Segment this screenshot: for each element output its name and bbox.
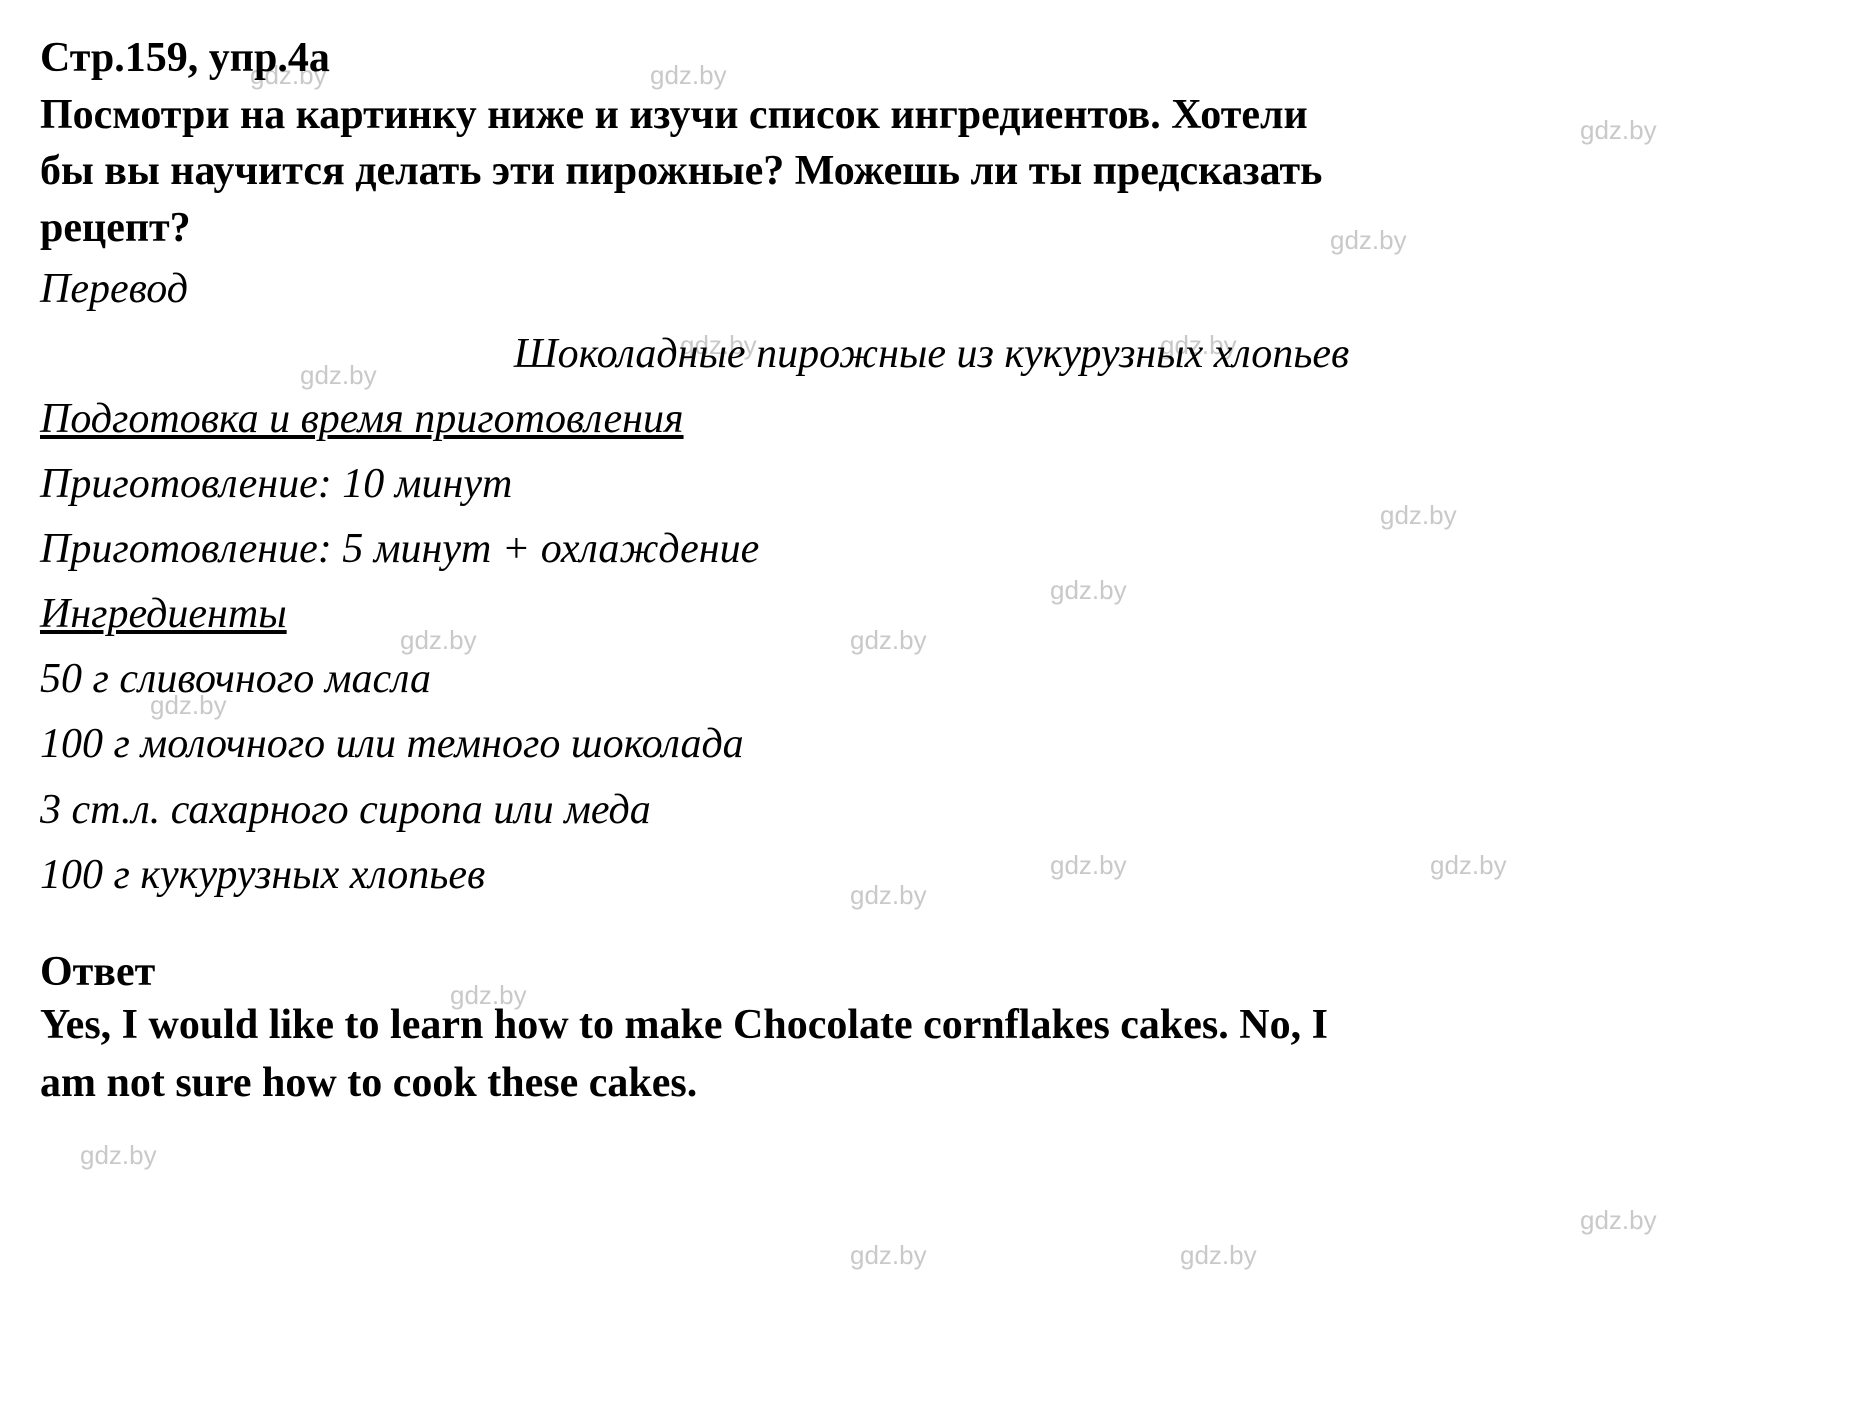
ingredients-heading: Ингредиенты bbox=[40, 582, 1823, 647]
answer-line-2: am not sure how to cook these cakes. bbox=[40, 1054, 1823, 1113]
question-line-2: бы вы научится делать эти пирожные? Може… bbox=[40, 143, 1823, 200]
answer-line-1: Yes, I would like to learn how to make C… bbox=[40, 996, 1823, 1055]
prep-line-1: Приготовление: 10 минут bbox=[40, 452, 1823, 517]
recipe-title: Шоколадные пирожные из кукурузных хлопье… bbox=[220, 322, 1643, 387]
ingredient-2: 100 г молочного или темного шоколада bbox=[40, 712, 1823, 777]
watermark: gdz.by bbox=[80, 1140, 157, 1171]
prep-heading: Подготовка и время приготовления bbox=[40, 387, 1823, 452]
watermark: gdz.by bbox=[1180, 1240, 1257, 1271]
page-title: Стр.159, упр.4a bbox=[40, 30, 1823, 87]
translation-label: Перевод bbox=[40, 257, 1823, 322]
answer-label: Ответ bbox=[40, 948, 1823, 996]
question-line-3: рецепт? bbox=[40, 200, 1823, 257]
prep-line-2: Приготовление: 5 минут + охлаждение bbox=[40, 517, 1823, 582]
watermark: gdz.by bbox=[1580, 1205, 1657, 1236]
ingredient-4: 100 г кукурузных хлопьев bbox=[40, 843, 1823, 908]
question-line-1: Посмотри на картинку ниже и изучи список… bbox=[40, 87, 1823, 144]
watermark: gdz.by bbox=[850, 1240, 927, 1271]
ingredient-3: 3 ст.л. сахарного сиропа или меда bbox=[40, 778, 1823, 843]
ingredient-1: 50 г сливочного масла bbox=[40, 647, 1823, 712]
